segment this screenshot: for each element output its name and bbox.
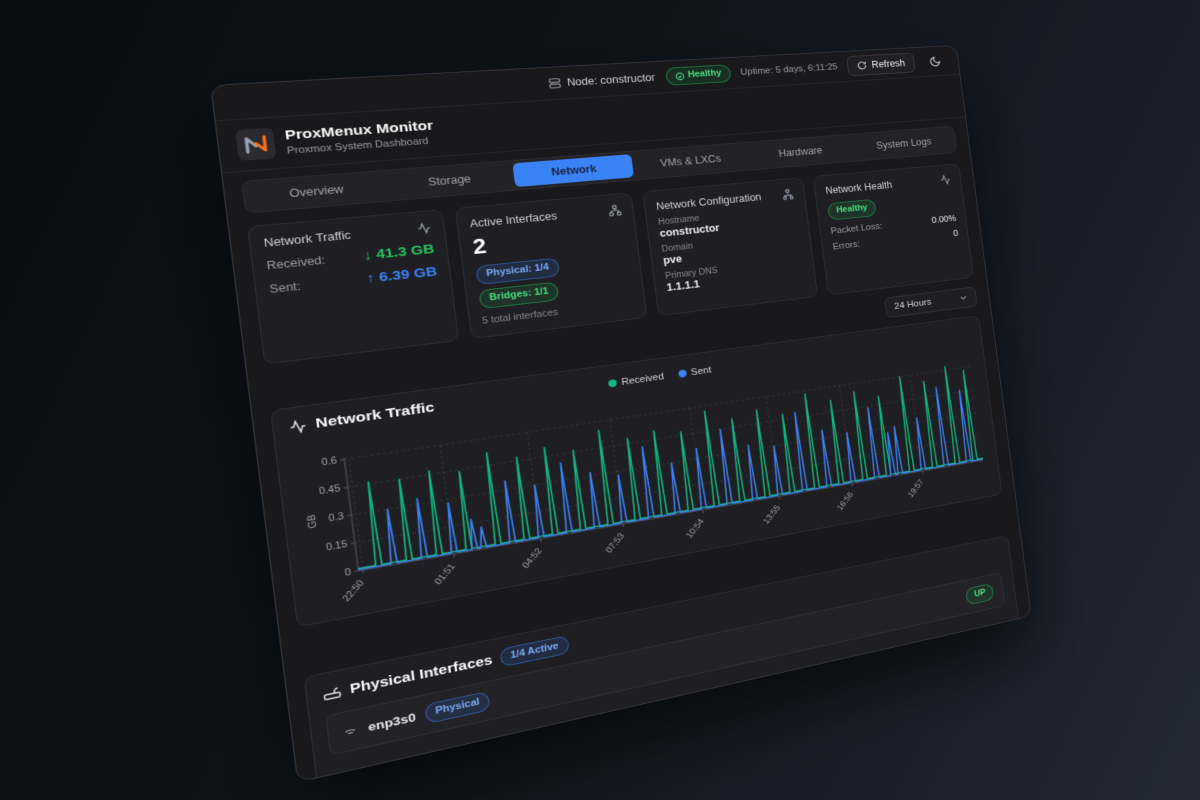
topology-icon: [781, 188, 794, 200]
router-icon: [322, 683, 343, 702]
activity-icon: [939, 174, 951, 186]
network-tab-content: Network Traffic Received: ↓ 41.3 GB Sent…: [227, 152, 1031, 783]
health-badge: Healthy: [827, 199, 877, 221]
svg-text:0: 0: [344, 567, 351, 578]
check-circle-icon: [674, 71, 685, 80]
errors-label: Errors:: [832, 239, 860, 251]
dark-mode-toggle[interactable]: [922, 50, 946, 72]
sent-label: Sent:: [269, 279, 302, 295]
network-configuration-card: Network Configuration Hostname constructo…: [642, 177, 818, 316]
card-title: Network Health: [825, 179, 893, 196]
svg-text:04:52: 04:52: [520, 546, 544, 570]
server-icon: [547, 77, 562, 89]
svg-text:22:50: 22:50: [340, 578, 367, 603]
legend-received-dot: [608, 379, 617, 388]
bridges-count-badge: Bridges: 1/1: [478, 281, 559, 308]
chart-title: Network Traffic: [315, 399, 436, 432]
node-indicator: Node: constructor: [547, 72, 655, 90]
svg-text:0.6: 0.6: [321, 456, 337, 468]
packet-loss-value: 0.00%: [931, 214, 956, 226]
physical-count-badge: Physical: 1/4: [475, 258, 559, 285]
card-title: Network Traffic: [263, 229, 352, 250]
dashboard-window: Node: constructor Healthy Uptime: 5 days…: [210, 45, 1032, 783]
errors-value: 0: [953, 229, 959, 239]
uptime-label: Uptime: 5 days, 6:11:25: [740, 62, 838, 77]
svg-text:13:55: 13:55: [761, 503, 782, 525]
network-traffic-card: Network Traffic Received: ↓ 41.3 GB Sent…: [247, 209, 459, 364]
health-status-badge: Healthy: [665, 64, 732, 85]
card-title: Active Interfaces: [469, 210, 558, 230]
time-range-select[interactable]: 24 Hours: [884, 286, 978, 317]
legend-sent-dot: [678, 369, 687, 378]
node-label: Node: constructor: [566, 72, 655, 89]
chevron-down-icon: [958, 292, 968, 302]
refresh-icon: [857, 61, 868, 71]
network-icon: [608, 204, 623, 217]
svg-text:10:54: 10:54: [684, 517, 706, 540]
svg-text:01:51: 01:51: [432, 562, 457, 586]
svg-text:0.3: 0.3: [328, 511, 344, 524]
logo-m-icon: [241, 133, 270, 157]
svg-text:19:57: 19:57: [906, 477, 926, 498]
packet-loss-label: Packet Loss:: [830, 221, 883, 236]
received-value: ↓ 41.3 GB: [363, 241, 435, 263]
refresh-button[interactable]: Refresh: [846, 53, 916, 77]
svg-text:16:56: 16:56: [835, 490, 855, 512]
network-health-card: Network Health Healthy Packet Loss: 0.00…: [813, 163, 974, 295]
activity-icon: [288, 418, 307, 435]
wifi-icon: [341, 722, 359, 739]
moon-icon: [928, 55, 941, 67]
received-label: Received:: [266, 253, 326, 271]
sent-value: ↑ 6.39 GB: [366, 264, 438, 286]
interface-name: enp3s0: [367, 710, 416, 734]
svg-text:0.45: 0.45: [319, 484, 342, 497]
svg-text:0.15: 0.15: [326, 539, 348, 553]
svg-text:07:53: 07:53: [604, 531, 627, 554]
activity-icon: [416, 222, 432, 236]
active-interfaces-card: Active Interfaces 2 Physical: 1/4 Bridge…: [455, 192, 648, 338]
active-count-badge: 1/4 Active: [499, 635, 569, 668]
proxmenux-logo: [235, 128, 277, 161]
svg-text:GB: GB: [305, 513, 319, 529]
interface-type-badge: Physical: [424, 691, 491, 724]
interface-status-badge: UP: [965, 583, 994, 605]
